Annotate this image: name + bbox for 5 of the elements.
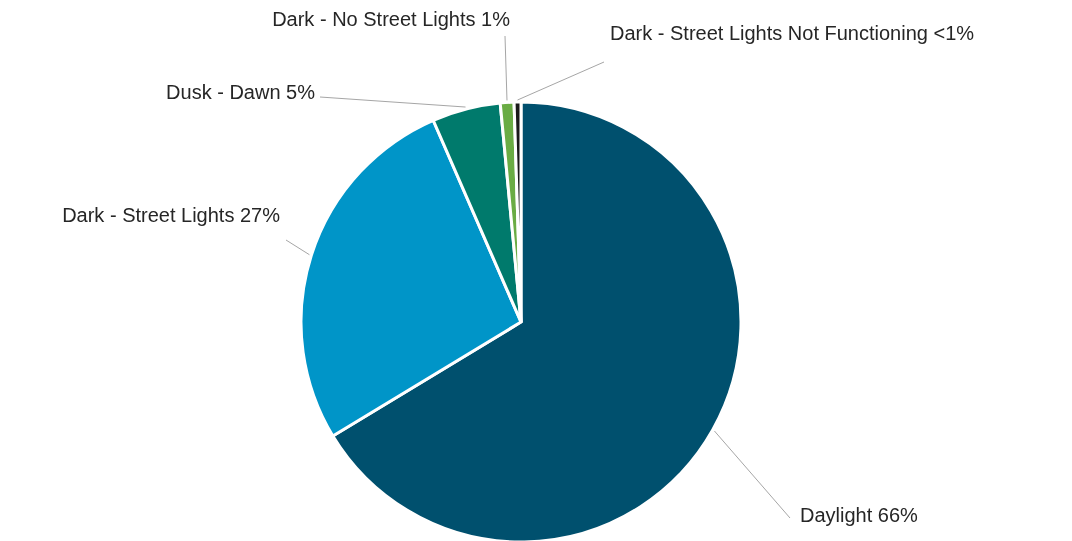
slice-label: Dusk - Dawn 5% — [166, 81, 316, 103]
slice-label: Dark - No Street Lights 1% — [272, 8, 511, 30]
slice-label: Dark - Street Lights 27% — [62, 204, 281, 226]
slice-label: Dark - Street Lights Not Functioning <1% — [610, 22, 975, 44]
slice-label: Daylight 66% — [800, 504, 919, 526]
